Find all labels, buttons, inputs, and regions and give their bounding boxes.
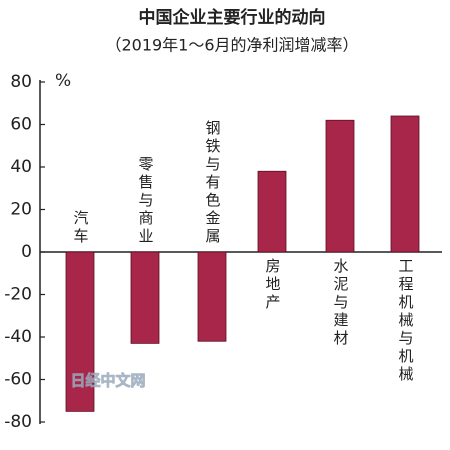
category-label: 水泥与建材 <box>332 258 350 348</box>
y-tick-label: 60 <box>10 115 32 135</box>
y-tick-label: 40 <box>10 157 32 177</box>
y-tick-label: 80 <box>10 72 32 92</box>
bar <box>130 251 160 344</box>
category-label: 房地产 <box>264 258 282 312</box>
y-tick-label: -80 <box>4 412 32 432</box>
bar <box>65 251 95 412</box>
y-tick-label: -60 <box>4 370 32 390</box>
chart-subtitle: （2019年1～6月的净利润增减率） <box>105 36 358 55</box>
category-label: 钢铁与有色金属 <box>204 120 222 246</box>
y-tick-label: -20 <box>4 285 32 305</box>
category-label: 工程机械与机械 <box>397 258 415 384</box>
category-label: 零售与商业 <box>137 156 155 246</box>
y-unit: % <box>55 71 71 91</box>
y-tick-label: 0 <box>21 242 32 262</box>
bar <box>390 115 420 253</box>
watermark: 日经中文网 <box>70 372 145 390</box>
y-tick-label: -40 <box>4 327 32 347</box>
y-tick-label: 20 <box>10 200 32 220</box>
chart-title: 中国企业主要行业的动向 <box>139 7 326 28</box>
bar <box>257 170 287 253</box>
bar <box>325 119 355 253</box>
bar <box>197 251 227 342</box>
category-label: 汽车 <box>72 210 90 246</box>
